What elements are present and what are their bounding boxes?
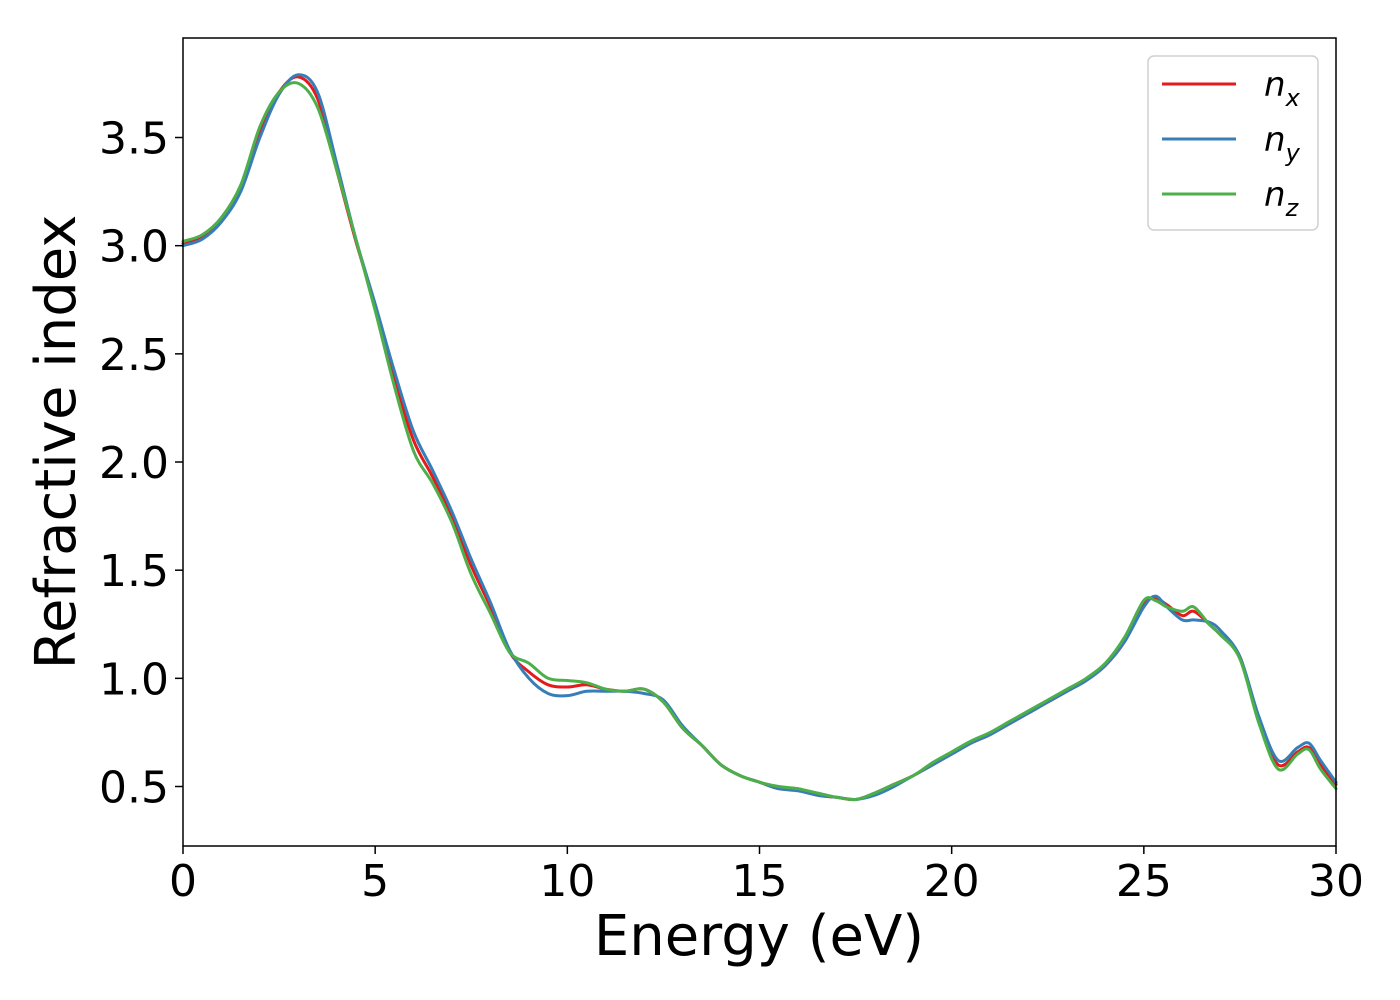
y-tick-label: 1.0	[99, 654, 169, 705]
x-tick-label: 10	[539, 856, 595, 907]
legend-label-ny: ny	[1264, 120, 1301, 167]
legend-label-main: n	[1264, 65, 1286, 105]
y-axis-label: Refractive index	[24, 215, 89, 670]
y-tick-label: 2.0	[99, 438, 169, 489]
y-tick-label: 1.5	[99, 546, 169, 597]
x-axis-label: Energy (eV)	[594, 904, 924, 969]
x-tick-label: 20	[924, 856, 980, 907]
legend-label-subscript: x	[1285, 84, 1301, 112]
legend-label-nz: nz	[1264, 175, 1300, 222]
plot-area	[183, 38, 1336, 846]
legend-label-subscript: y	[1285, 139, 1301, 167]
legend-label-main: n	[1264, 175, 1286, 215]
series-line-ny	[181, 73, 1338, 802]
y-tick-label: 2.5	[99, 330, 169, 381]
y-axis: 0.5 1.0 1.5 2.0 2.5 3.0 3.5	[99, 114, 183, 814]
x-tick-label: 0	[169, 856, 197, 907]
legend-label-subscript: z	[1285, 194, 1300, 222]
x-tick-label: 5	[361, 856, 389, 907]
y-tick-label: 3.5	[99, 114, 169, 165]
y-tick-label: 3.0	[99, 222, 169, 273]
series-layer	[181, 73, 1338, 802]
series-line-nz	[181, 81, 1338, 802]
x-tick-label: 30	[1308, 856, 1364, 907]
legend-box	[1147, 55, 1319, 231]
x-tick-label: 15	[732, 856, 788, 907]
legend-label-main: n	[1264, 120, 1286, 160]
x-axis: 0 5 10 15 20 25 30	[169, 846, 1364, 907]
x-tick-label: 25	[1116, 856, 1172, 907]
legend-label-nx: nx	[1264, 65, 1301, 112]
y-tick-label: 0.5	[99, 763, 169, 814]
